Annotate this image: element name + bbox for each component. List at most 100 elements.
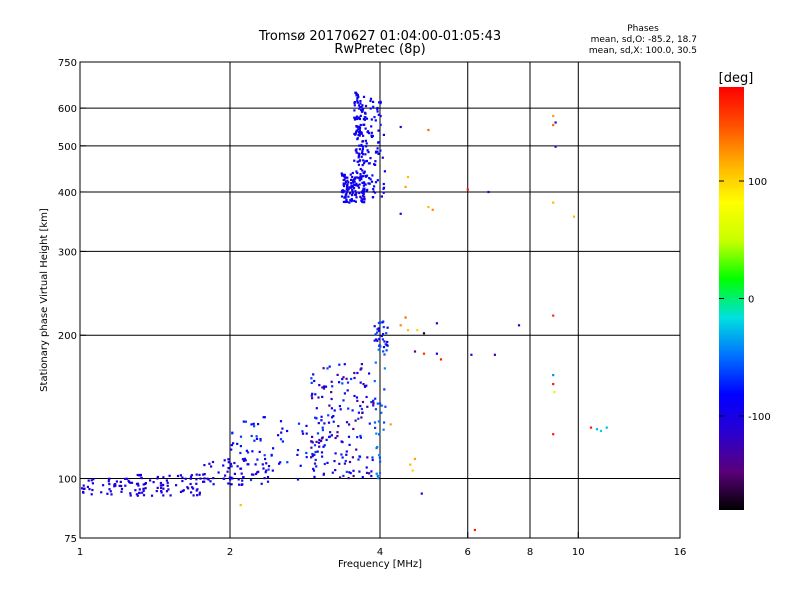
data-point [281,440,284,443]
data-point [355,170,358,173]
data-point [264,471,267,474]
data-point [379,102,382,105]
data-point [362,159,365,162]
data-point [310,440,313,443]
data-point [359,381,362,384]
data-point [332,415,335,418]
data-point [340,195,344,198]
data-point [138,491,141,494]
data-point [86,485,89,488]
data-point [342,376,345,379]
data-point [382,320,385,323]
data-point [360,132,363,135]
data-point [239,467,242,470]
data-point [361,476,364,479]
data-point [321,426,324,429]
data-point [130,481,134,484]
data-point [280,431,283,434]
data-point [136,482,140,486]
data-point [346,176,349,179]
data-point [373,380,376,383]
data-point [353,376,356,380]
data-point [365,466,368,469]
data-point [342,183,345,187]
data-point [195,473,198,476]
data-point [227,461,230,464]
data-point [422,332,426,335]
data-point [376,402,379,405]
data-point [252,473,255,476]
data-point [346,184,349,187]
data-point [362,187,365,190]
data-point [137,484,140,487]
data-point [353,104,356,107]
data-point [352,178,356,181]
data-point [203,473,206,476]
data-point [364,111,367,114]
data-point [346,189,349,192]
data-point [184,477,187,480]
data-point [333,460,336,463]
data-point [345,377,348,380]
data-point [358,160,361,163]
data-point [301,430,304,433]
data-point [372,399,375,402]
data-point [266,475,270,479]
data-point [373,116,376,119]
data-point [246,451,250,454]
data-point [411,469,414,472]
data-point [358,126,362,129]
data-point [251,450,254,453]
data-point [227,458,230,461]
data-point [286,461,289,464]
data-point [277,434,280,437]
data-point [196,488,199,491]
data-point [358,107,361,110]
data-point [370,470,373,473]
data-point [376,179,379,182]
data-point [352,474,355,478]
data-point [266,480,270,483]
data-point [367,132,371,135]
data-point [360,199,363,202]
data-point [354,116,358,119]
data-point [331,471,334,474]
data-point [347,181,350,184]
data-point [233,461,236,465]
data-point [369,107,372,110]
data-point [359,114,362,117]
data-point [376,147,379,150]
data-point [189,477,192,480]
data-point [372,404,375,407]
data-point [374,408,377,411]
data-point [353,371,356,375]
data-point [350,198,353,201]
data-point [344,180,347,183]
data-point [345,191,348,194]
data-point [369,99,372,103]
data-point [299,464,302,467]
data-point [196,494,199,497]
data-point [381,338,384,341]
data-point [554,121,557,124]
data-point [120,487,124,491]
data-point [253,425,256,428]
data-point [333,409,336,412]
data-point [344,459,347,463]
data-point [352,469,355,472]
data-point [359,167,362,171]
data-point [354,183,357,186]
data-point [344,176,347,179]
data-point [357,126,360,129]
data-point [382,346,386,349]
data-point [359,100,362,103]
data-point [352,179,355,183]
data-point [187,487,190,490]
data-point [360,143,363,147]
data-point [125,477,128,480]
data-point [100,491,103,494]
data-point [353,159,356,162]
data-point [357,411,360,414]
data-point [314,393,317,396]
x-tick-label: 16 [674,547,687,558]
